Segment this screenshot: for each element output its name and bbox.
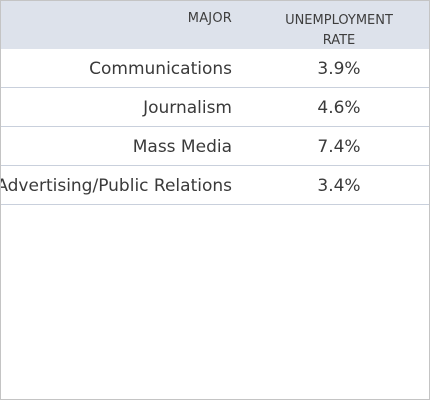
table-row: Advertising/Public Relations 3.4%: [1, 166, 429, 205]
column-header-rate-line-1: UNEMPLOYMENT: [285, 13, 393, 28]
major-cell: Journalism: [143, 98, 232, 118]
rate-cell: 3.4%: [317, 176, 361, 196]
rate-cell: 7.4%: [317, 137, 361, 157]
column-header-rate-line-2: RATE: [322, 33, 356, 48]
major-cell: Communications: [89, 59, 232, 79]
major-cell: Advertising/Public Relations: [0, 176, 232, 196]
major-cell: Mass Media: [132, 137, 232, 157]
column-header-major: MAJOR: [187, 11, 232, 26]
rate-cell: 4.6%: [317, 98, 361, 118]
table-header: MAJOR UNEMPLOYMENT RATE: [1, 1, 429, 49]
table-row: Communications 3.9%: [1, 49, 429, 88]
rate-cell: 3.9%: [317, 59, 361, 79]
column-header-unemployment-rate: UNEMPLOYMENT RATE: [271, 11, 407, 51]
table-row: Mass Media 7.4%: [1, 127, 429, 166]
table-row: Journalism 4.6%: [1, 88, 429, 127]
